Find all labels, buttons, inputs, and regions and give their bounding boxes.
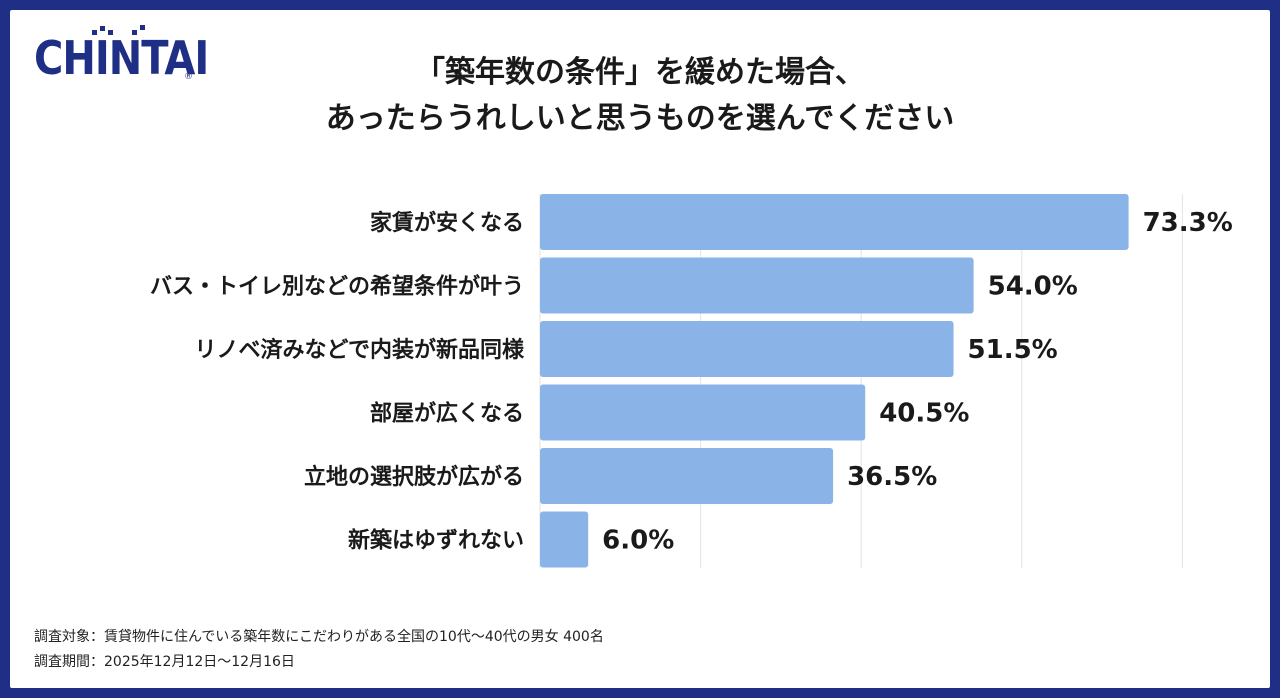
logo-dots-icon — [92, 25, 145, 35]
data-label: 36.5% — [847, 462, 937, 492]
data-label: 51.5% — [968, 335, 1058, 365]
category-label: リノベ済みなどで内装が新品同様 — [194, 337, 525, 363]
bar — [540, 257, 974, 314]
category-label: バス・トイレ別などの希望条件が叶う — [150, 274, 524, 300]
chart-title: 「築年数の条件」を緩めた場合、 あったらうれしいと思うものを選んでください — [200, 50, 1080, 142]
category-label: 部屋が広くなる — [370, 401, 524, 427]
chintai-logo: CHINTAI — [34, 32, 209, 86]
category-label: 家賃が安くなる — [370, 210, 524, 236]
bar — [540, 321, 954, 377]
chart-title-line-2: あったらうれしいと思うものを選んでください — [325, 101, 955, 136]
bar — [540, 448, 834, 504]
data-label: 73.3% — [1143, 208, 1233, 238]
data-label: 54.0% — [988, 272, 1078, 302]
footnote-survey-target: 調査対象：賃貸物件に住んでいる築年数にこだわりがある全国の10代〜40代の男女 … — [34, 629, 604, 645]
bar — [540, 511, 589, 568]
data-label: 40.5% — [879, 399, 969, 429]
registered-mark: ® — [184, 72, 193, 82]
chart-title-line-1: 「築年数の条件」を緩めた場合、 — [415, 55, 865, 90]
bar — [540, 384, 866, 441]
bar — [540, 194, 1129, 250]
category-label: 立地の選択肢が広がる — [304, 464, 524, 490]
footnote-survey-period: 調査期間：2025年12月12日〜12月16日 — [34, 654, 295, 670]
category-label: 新築はゆずれない — [348, 528, 524, 554]
data-label: 6.0% — [602, 526, 674, 556]
